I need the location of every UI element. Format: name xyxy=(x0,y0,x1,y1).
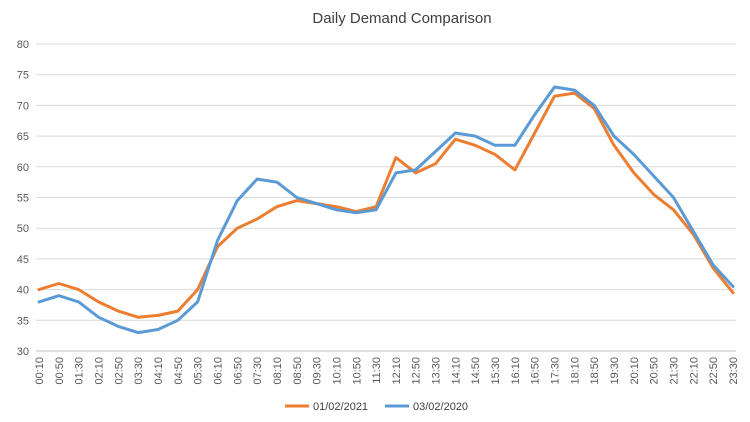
x-tick-label: 13:30 xyxy=(431,357,443,385)
y-tick-label: 30 xyxy=(17,346,29,358)
x-tick-label: 02:50 xyxy=(113,357,125,385)
x-tick-label: 00:50 xyxy=(54,357,66,385)
y-tick-label: 40 xyxy=(17,285,29,297)
x-tick-label: 00:10 xyxy=(34,357,46,385)
x-tick-label: 22:50 xyxy=(708,357,720,385)
y-tick-label: 60 xyxy=(17,162,29,174)
series-line-1 xyxy=(37,91,735,319)
x-tick-label: 06:10 xyxy=(212,357,224,385)
x-tick-label: 10:10 xyxy=(331,357,343,385)
x-tick-label: 04:10 xyxy=(153,357,165,385)
x-tick-label: 06:50 xyxy=(232,357,244,385)
x-tick-label: 05:30 xyxy=(193,357,205,385)
x-axis: 00:10 00:50 01:30 02:10 02:50 03:30 04:10 04:50… xyxy=(34,350,740,385)
x-tick-label: 15:30 xyxy=(490,357,502,385)
y-tick-label: 75 xyxy=(17,70,29,82)
x-tick-label: 14:50 xyxy=(470,357,482,385)
x-tick-label: 18:10 xyxy=(569,357,581,385)
chart-title: Daily Demand Comparison xyxy=(312,10,491,27)
y-tick-label: 50 xyxy=(17,223,29,235)
x-tick-label: 16:50 xyxy=(530,357,542,385)
x-tick-label: 16:10 xyxy=(510,357,522,385)
x-tick-label: 18:50 xyxy=(589,357,601,385)
y-tick-label: 70 xyxy=(17,100,29,112)
series-lines xyxy=(37,85,735,335)
y-tick-label: 80 xyxy=(17,39,29,51)
x-tick-label: 23:30 xyxy=(728,357,740,385)
y-tick-label: 65 xyxy=(17,131,29,143)
x-tick-label: 03:30 xyxy=(133,357,145,385)
x-tick-label: 08:50 xyxy=(292,357,304,385)
legend-label-2: 03/02/2020 xyxy=(413,401,468,413)
y-tick-label: 35 xyxy=(17,315,29,327)
x-tick-label: 10:50 xyxy=(351,357,363,385)
y-axis: 30 35 40 45 50 55 60 65 70 75 80 xyxy=(17,39,29,358)
x-tick-label: 19:30 xyxy=(609,357,621,385)
x-tick-label: 04:50 xyxy=(173,357,185,385)
legend-label-1: 01/02/2021 xyxy=(313,401,368,413)
x-tick-label: 17:30 xyxy=(550,357,562,385)
x-tick-label: 08:10 xyxy=(272,357,284,385)
y-tick-label: 45 xyxy=(17,254,29,266)
x-tick-label: 22:10 xyxy=(688,357,700,385)
y-tick-label: 55 xyxy=(17,193,29,205)
x-tick-label: 07:30 xyxy=(252,357,264,385)
gridlines xyxy=(36,43,736,352)
x-tick-label: 20:50 xyxy=(649,357,661,385)
x-tick-label: 20:10 xyxy=(629,357,641,385)
x-tick-label: 12:10 xyxy=(391,357,403,385)
x-tick-label: 14:10 xyxy=(450,357,462,385)
x-tick-label: 01:30 xyxy=(74,357,86,385)
x-tick-label: 02:10 xyxy=(93,357,105,385)
x-tick-label: 09:30 xyxy=(312,357,324,385)
x-tick-label: 11:30 xyxy=(371,357,383,384)
x-tick-label: 12:50 xyxy=(411,357,423,385)
legend: 01/02/2021 03/02/2020 xyxy=(285,401,468,413)
x-tick-label: 21:30 xyxy=(669,357,681,385)
series-line-2 xyxy=(37,85,735,335)
